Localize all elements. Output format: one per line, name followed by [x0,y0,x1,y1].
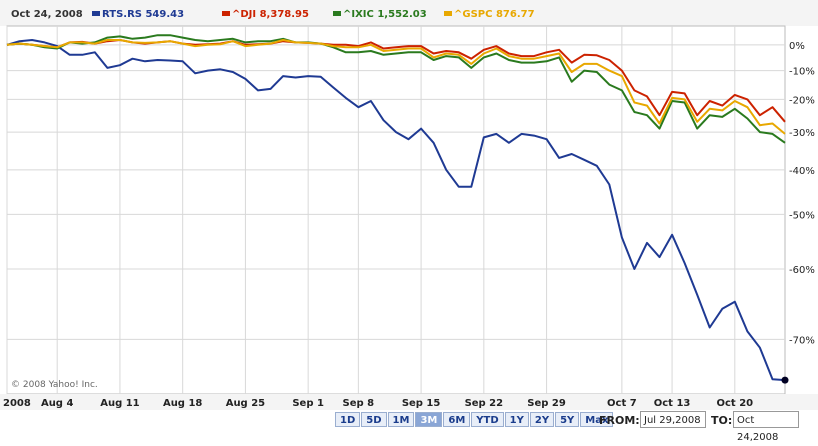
series-line-gspc [6,39,786,135]
from-date-input[interactable]: Jul 29,2008 [640,411,706,428]
line-chart: 0% -10% -20% -30% -40% -50% -60% -70% 2008 Aug 4 A… [0,0,818,410]
legend-swatch [333,11,341,16]
legend-swatch [92,11,100,16]
y-tick-label: -10% [789,67,815,78]
range-button-ytd[interactable]: YTD [471,412,504,427]
to-label: TO: [711,414,733,427]
x-tick-label: Oct 13 [654,398,691,409]
chart-container: 0% -10% -20% -30% -40% -50% -60% -70% 2008 Aug 4 A… [0,0,818,410]
legend-strip [0,0,818,26]
to-date-input[interactable]: Oct 24,2008 [733,411,799,443]
legend-entry: ^GSPC 876.77 [454,9,535,20]
range-button-5d[interactable]: 5D [361,412,387,427]
legend-entry: ^DJI 8,378.95 [232,9,309,20]
y-tick-label: -40% [789,166,815,177]
legend-entry: ^IXIC 1,552.03 [343,9,427,20]
legend-date: Oct 24, 2008 [11,9,83,20]
range-button-1d[interactable]: 1D [335,412,361,427]
y-tick-label: 0% [789,41,805,52]
plot-area [6,25,786,395]
x-tick-label: 2008 [3,398,31,409]
series-line-ixic [6,34,786,144]
range-button-1m[interactable]: 1M [387,412,415,427]
y-tick-label: -70% [789,335,815,346]
legend-swatch [444,11,452,16]
end-point-marker [781,376,789,384]
legend-swatch [222,11,230,16]
range-button-5y[interactable]: 5Y [555,412,580,427]
x-tick-label: Oct 7 [607,398,637,409]
x-tick-label: Oct 20 [717,398,754,409]
x-tick-label: Aug 4 [41,398,73,409]
x-tick-label: Sep 8 [343,398,375,409]
copyright-text: © 2008 Yahoo! Inc. [11,380,98,390]
x-tick-label: Aug 25 [226,398,265,409]
range-button-max[interactable]: Max [580,412,614,427]
x-tick-label: Sep 22 [465,398,504,409]
from-label: FROM: [599,414,640,427]
range-button-3m[interactable]: 3M [415,412,443,427]
range-button-6m[interactable]: 6M [443,412,471,427]
y-tick-label: -30% [789,128,815,139]
x-tick-label: Sep 29 [527,398,566,409]
x-tick-label: Sep 1 [292,398,324,409]
x-tick-label: Aug 18 [163,398,202,409]
range-selector: 1D 5D 1M 3M 6M YTD 1Y 2Y 5Y Max [335,412,614,427]
x-tick-label: Sep 15 [402,398,441,409]
y-tick-label: -60% [789,265,815,276]
range-button-1y[interactable]: 1Y [504,412,529,427]
range-button-2y[interactable]: 2Y [529,412,555,427]
x-axis-strip [0,394,818,410]
y-tick-label: -20% [789,95,815,106]
x-tick-label: Aug 11 [100,398,139,409]
series-line-rtsrs [6,39,786,382]
y-tick-label: -50% [789,210,815,221]
legend-entry: RTS.RS 549.43 [102,9,184,20]
